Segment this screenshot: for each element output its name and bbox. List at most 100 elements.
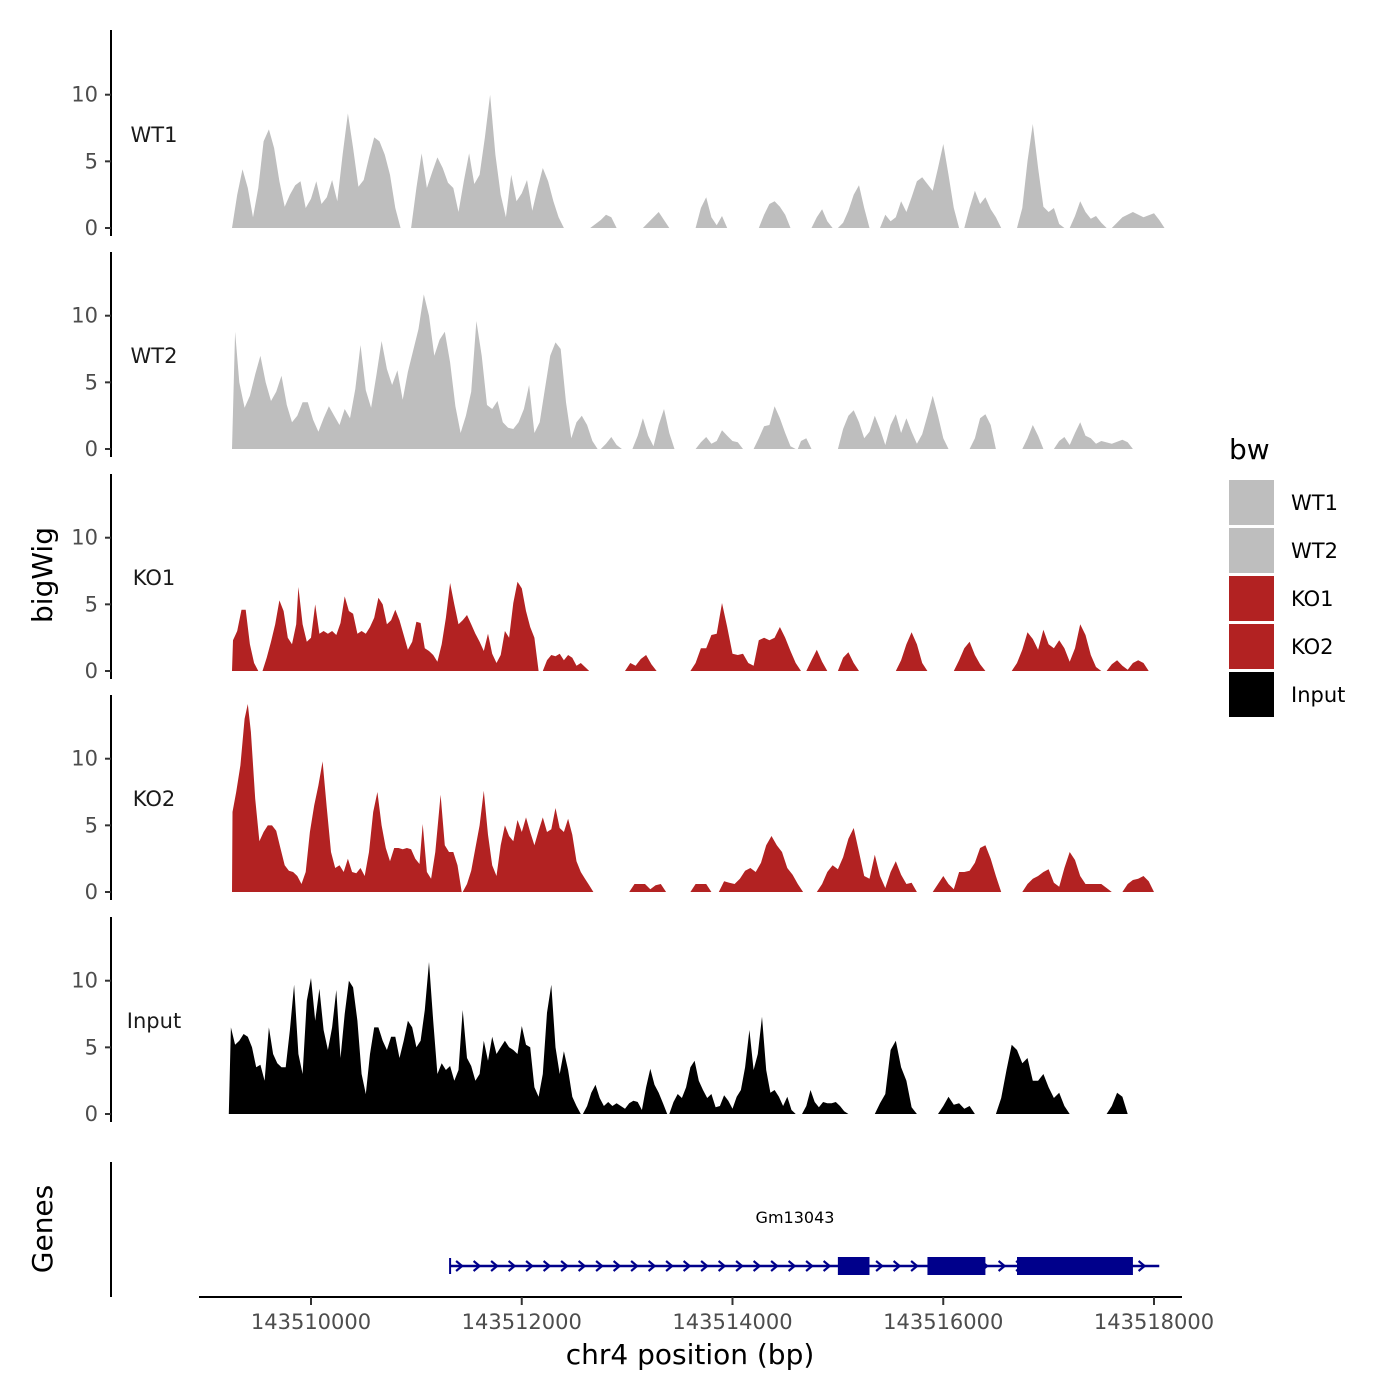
coverage-area bbox=[874, 1040, 917, 1114]
coverage-area bbox=[695, 430, 743, 449]
coverage-area bbox=[1122, 876, 1154, 892]
coverage-area bbox=[582, 1068, 668, 1114]
strand-arrow bbox=[647, 1260, 657, 1272]
coverage-area bbox=[753, 406, 796, 449]
strand-arrow bbox=[682, 1260, 692, 1272]
strand-arrow bbox=[735, 1260, 744, 1272]
gene-model bbox=[449, 1257, 1160, 1275]
coverage-area bbox=[1022, 852, 1112, 892]
track-name-label: KO2 bbox=[133, 787, 176, 811]
strand-arrow bbox=[997, 1260, 1007, 1272]
legend-swatch bbox=[1229, 624, 1274, 669]
coverage-area bbox=[806, 649, 828, 671]
coverage-area bbox=[590, 214, 617, 228]
y-tick-label: 5 bbox=[85, 592, 98, 616]
strand-arrow bbox=[787, 1260, 797, 1272]
y-tick-label: 10 bbox=[71, 969, 98, 993]
coverage-area bbox=[232, 294, 598, 449]
legend-label: Input bbox=[1291, 683, 1345, 707]
x-tick-label: 143512000 bbox=[462, 1310, 582, 1334]
coverage-area bbox=[758, 201, 791, 228]
x-tick-label: 143518000 bbox=[1094, 1310, 1214, 1334]
legend-swatch bbox=[1229, 672, 1274, 717]
gene-exon bbox=[927, 1257, 986, 1275]
strand-arrow bbox=[472, 1260, 482, 1272]
gene-label: Gm13043 bbox=[756, 1208, 835, 1227]
coverage-area bbox=[1053, 422, 1133, 449]
gene-exon bbox=[1017, 1257, 1133, 1275]
coverage-area bbox=[797, 438, 812, 449]
coverage-area bbox=[811, 209, 833, 228]
genes-title: Genes bbox=[26, 1185, 59, 1273]
coverage-area bbox=[411, 94, 564, 228]
track-input: 0 5 10 Input bbox=[71, 917, 1128, 1126]
x-tick-label: 143514000 bbox=[672, 1310, 792, 1334]
y-tick-label: 10 bbox=[71, 83, 98, 107]
coverage-area bbox=[228, 962, 581, 1114]
coverage-area bbox=[816, 828, 917, 892]
y-tick-label: 5 bbox=[85, 813, 98, 837]
strand-arrow bbox=[752, 1260, 762, 1272]
genes-panel: Genes Gm13043 bbox=[26, 1162, 1160, 1297]
coverage-area bbox=[895, 632, 928, 671]
y-tick-label: 5 bbox=[85, 370, 98, 394]
coverage-area bbox=[1106, 1092, 1128, 1114]
coverage-area bbox=[462, 790, 594, 892]
coverage-area bbox=[932, 845, 1002, 892]
legend-title: bw bbox=[1229, 433, 1270, 466]
track-name-label: WT2 bbox=[131, 344, 178, 368]
coverage-area bbox=[232, 113, 401, 228]
legend-label: KO2 bbox=[1291, 635, 1334, 659]
coverage-area bbox=[629, 884, 667, 892]
y-tick-label: 10 bbox=[71, 526, 98, 550]
strand-arrow bbox=[542, 1260, 552, 1272]
strand-arrow bbox=[700, 1260, 709, 1272]
y-tick-label: 5 bbox=[85, 149, 98, 173]
strand-arrow bbox=[595, 1260, 604, 1272]
strand-arrow bbox=[717, 1260, 727, 1272]
strand-arrow bbox=[892, 1260, 902, 1272]
coverage-area bbox=[964, 190, 1002, 228]
coverage-area bbox=[837, 652, 859, 671]
legend-swatch bbox=[1229, 480, 1274, 525]
y-axis-title: bigWig bbox=[26, 527, 59, 623]
coverage-area bbox=[880, 144, 960, 228]
coverage-area bbox=[695, 197, 728, 228]
coverage-area bbox=[262, 581, 539, 671]
coverage-area bbox=[938, 1096, 975, 1114]
coverage-area bbox=[1069, 201, 1107, 228]
coverage-area bbox=[232, 609, 259, 671]
y-tick-label: 0 bbox=[85, 880, 98, 904]
coverage-area bbox=[1011, 624, 1102, 671]
coverage-area bbox=[995, 1044, 1070, 1114]
coverage-area bbox=[837, 395, 949, 449]
strand-arrow bbox=[507, 1260, 517, 1272]
x-tick-label: 143510000 bbox=[251, 1310, 371, 1334]
x-tick-label: 143516000 bbox=[883, 1310, 1003, 1334]
coverage-area bbox=[718, 836, 804, 892]
strand-arrow bbox=[822, 1260, 832, 1272]
y-tick-label: 0 bbox=[85, 216, 98, 240]
strand-arrow bbox=[455, 1260, 464, 1272]
y-tick-label: 0 bbox=[85, 437, 98, 461]
coverage-area bbox=[953, 641, 986, 671]
coverage-area bbox=[802, 1090, 849, 1114]
legend-label: WT1 bbox=[1291, 491, 1338, 515]
coverage-area bbox=[642, 212, 670, 228]
coverage-area bbox=[1111, 212, 1165, 228]
coverage-area bbox=[669, 1016, 796, 1114]
coverage-tracks: 0 5 10 WT1 0 5 10 WT2 0 5 10 KO1 0 5 10 KO2 0 5 10 Input bbox=[71, 30, 1165, 1126]
track-name-label: WT1 bbox=[131, 123, 178, 147]
coverage-area bbox=[632, 409, 675, 449]
coverage-area bbox=[625, 655, 657, 671]
strand-arrow bbox=[525, 1260, 534, 1272]
y-tick-label: 5 bbox=[85, 1035, 98, 1059]
y-tick-label: 0 bbox=[85, 659, 98, 683]
track-wt2: 0 5 10 WT2 bbox=[71, 252, 1133, 461]
coverage-area bbox=[837, 185, 870, 228]
track-ko1: 0 5 10 KO1 bbox=[71, 474, 1149, 683]
strand-arrow bbox=[577, 1260, 587, 1272]
coverage-area bbox=[1017, 124, 1065, 228]
track-name-label: KO1 bbox=[133, 566, 176, 590]
